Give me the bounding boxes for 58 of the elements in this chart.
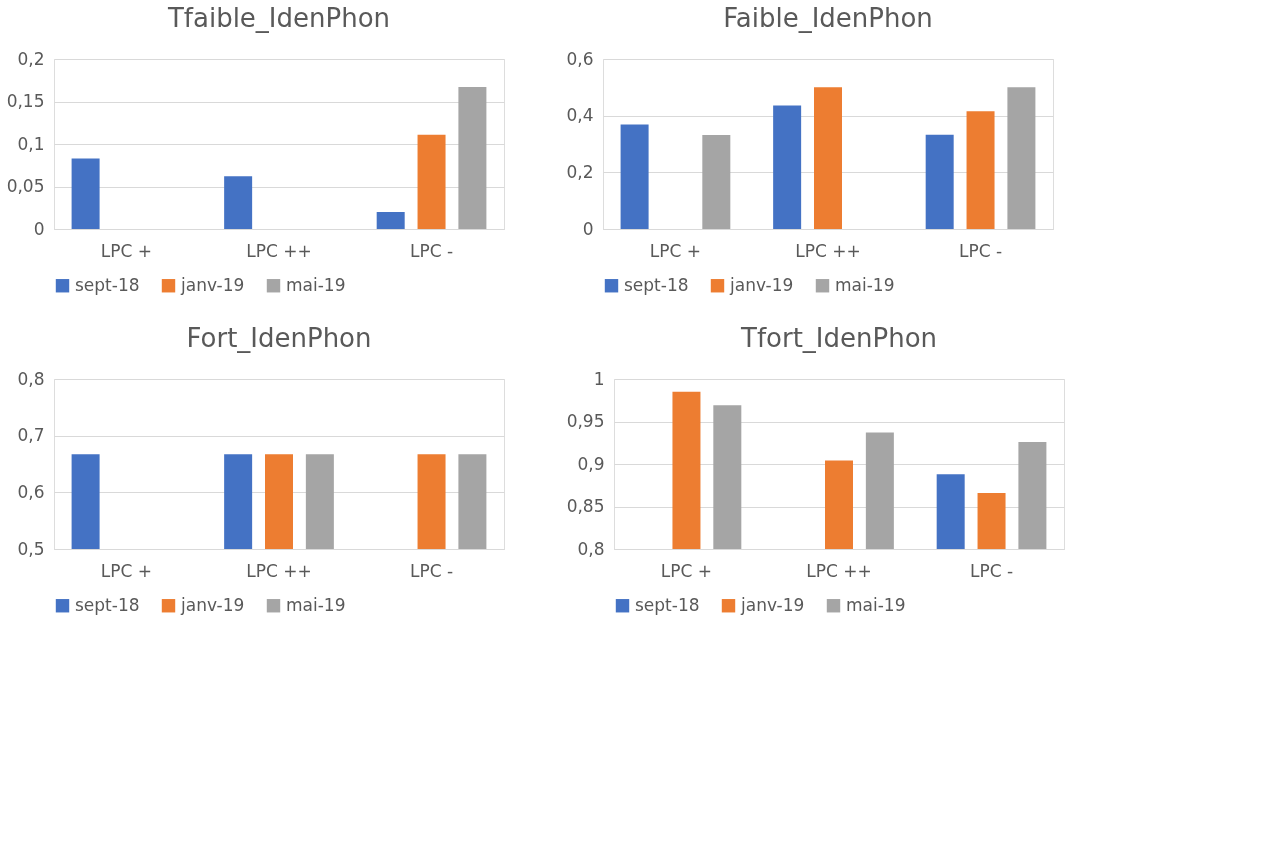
bar [814,87,842,229]
y-tick-label: 0,9 [577,453,605,474]
bar [417,134,446,229]
x-tick-label: LPC + [660,560,713,581]
x-tick-label: LPC ++ [795,240,861,261]
bar [925,134,954,229]
legend-label: mai-19 [846,594,906,615]
x-tick-label: LPC - [958,240,1003,261]
legend-label: sept-18 [635,594,700,615]
y-tick-label: 0,6 [17,481,45,502]
y-tick-label: 0,15 [6,91,45,111]
bar [71,158,100,229]
x-tick-label: LPC ++ [806,560,872,581]
y-tick-label: 0,8 [577,538,605,559]
legend-label: sept-18 [75,594,140,615]
bar [458,87,487,229]
y-tick-label: 0,6 [566,48,594,69]
legend-label: mai-19 [286,274,346,295]
legend-label: sept-18 [624,274,689,295]
chart-title: Fort_IdenPhon [186,323,372,353]
y-tick-label: 0 [582,218,594,239]
bar [376,212,405,229]
legend-label: janv-19 [729,274,794,295]
y-tick-label: 0,95 [566,411,605,431]
x-tick-label: LPC ++ [246,240,312,261]
x-tick-label: LPC ++ [246,560,312,581]
y-tick-label: 0,2 [17,48,45,69]
x-tick-label: LPC + [100,560,153,581]
y-tick-label: 1 [593,368,605,389]
y-tick-label: 0,85 [566,496,605,516]
bar [620,124,649,229]
x-tick-label: LPC + [649,240,702,261]
chart-title: Faible_IdenPhon [723,3,933,33]
y-tick-label: 0,7 [17,425,45,446]
bar [702,134,731,229]
bar [1007,87,1036,229]
x-tick-label: LPC - [409,240,454,261]
legend-label: janv-19 [740,594,805,615]
y-tick-label: 0,4 [566,105,594,126]
y-tick-label: 0 [33,218,45,239]
chart-title: Tfort_IdenPhon [739,323,938,353]
x-tick-label: LPC + [100,240,153,261]
y-tick-label: 0,1 [17,133,45,154]
chart-title: Tfaible_IdenPhon [166,3,391,33]
legend-label: janv-19 [180,594,245,615]
legend-label: sept-18 [75,274,140,295]
x-tick-label: LPC - [409,560,454,581]
legend-label: janv-19 [180,274,245,295]
bar [773,105,802,229]
legend-label: mai-19 [286,594,346,615]
y-tick-label: 0,5 [17,538,45,559]
y-tick-label: 0,8 [17,368,45,389]
y-tick-label: 0,05 [6,176,45,196]
x-tick-label: LPC - [969,560,1014,581]
bar [224,176,253,229]
y-tick-label: 0,2 [566,161,594,182]
bar [966,111,995,229]
legend-label: mai-19 [835,274,895,295]
